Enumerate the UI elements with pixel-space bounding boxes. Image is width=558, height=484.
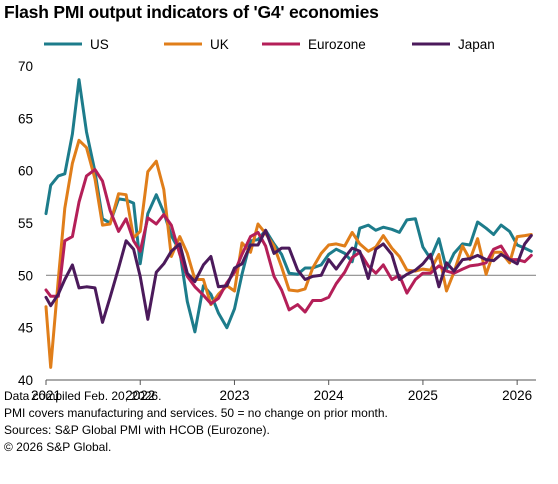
chart-title: Flash PMI output indicators of 'G4' econ…	[4, 2, 379, 22]
x-tick-label: 2021	[31, 388, 61, 403]
y-tick-label: 50	[18, 268, 33, 283]
x-tick-label: 2024	[314, 388, 345, 403]
note-pmi-coverage: PMI covers manufacturing and services. 5…	[4, 406, 388, 420]
y-tick-label: 55	[18, 216, 33, 231]
note-sources: Sources: S&P Global PMI with HCOB (Euroz…	[4, 423, 270, 437]
y-tick-label: 65	[18, 111, 33, 126]
series-line-us	[44, 78, 533, 334]
x-tick-label: 2022	[125, 388, 155, 403]
y-tick-label: 70	[18, 59, 33, 74]
axes: 40 45 50 55 60 65 70 2021 2022 2023 2024 2025 2026	[18, 59, 536, 403]
legend-label-eurozone: Eurozone	[308, 37, 366, 52]
note-copyright: © 2026 S&P Global.	[4, 440, 112, 454]
series-line-eurozone	[44, 168, 533, 314]
series-line-uk	[44, 138, 533, 369]
y-tick-label: 45	[18, 321, 33, 336]
series-lines	[44, 78, 533, 369]
legend-label-uk: UK	[210, 37, 229, 52]
source-notes: Data compiled Feb. 20, 2026. PMI covers …	[4, 388, 388, 456]
note-data-compiled: Data compiled Feb. 20, 2026.	[4, 389, 162, 403]
x-tick-label: 2026	[502, 388, 532, 403]
legend-label-japan: Japan	[458, 37, 495, 52]
x-tick-label: 2025	[408, 388, 438, 403]
legend-label-us: US	[90, 37, 109, 52]
chart-legend: US UK Eurozone Japan	[44, 37, 495, 52]
series-line-japan	[44, 228, 533, 324]
y-tick-label: 60	[18, 164, 33, 179]
y-tick-label: 40	[18, 373, 33, 388]
x-tick-label: 2023	[219, 388, 249, 403]
